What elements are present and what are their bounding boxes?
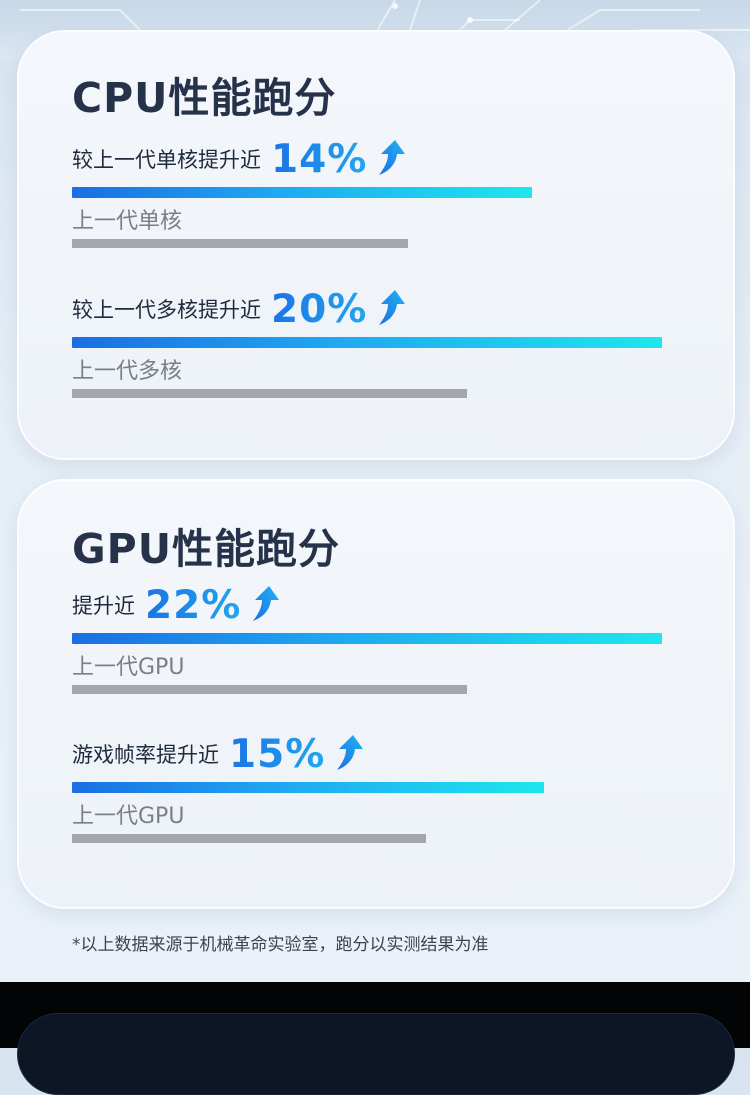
current-gen-bar (72, 337, 662, 348)
current-gen-bar (72, 782, 544, 793)
previous-gen-bar (72, 239, 408, 248)
metric-header: 游戏帧率提升近 15% (72, 730, 365, 778)
gpu-fps-metric: 游戏帧率提升近 15% 上一代GPU (17, 730, 735, 850)
previous-gen-bar (72, 834, 426, 843)
up-arrow-icon (337, 735, 364, 770)
up-arrow-icon (253, 586, 280, 621)
data-source-footnote: *以上数据来源于机械革命实验室，跑分以实测结果为准 (72, 935, 489, 955)
up-arrow-icon (379, 140, 406, 175)
cpu-multi-core-metric: 较上一代多核提升近 20% 上一代多核 (17, 285, 735, 405)
cpu-single-improvement-value: 14% (271, 136, 368, 182)
cpu-single-core-metric: 较上一代单核提升近 14% 上一代单核 (17, 135, 735, 255)
up-arrow-icon (379, 290, 406, 325)
metric-header: 提升近 22% (72, 581, 281, 629)
cpu-benchmark-card: CPU性能跑分 较上一代单核提升近 14% 上一代单核 较上一代多核提升近 20… (17, 30, 735, 460)
previous-gen-bar (72, 389, 467, 398)
fps-improvement-label: 游戏帧率提升近 (72, 743, 219, 767)
gpu-benchmark-card: GPU性能跑分 提升近 22% 上一代GPU 游戏帧率提升近 15% 上一代GP… (17, 479, 735, 909)
previous-gen-label: 上一代单核 (72, 209, 183, 234)
current-gen-bar (72, 633, 662, 644)
gpu-improvement-label: 提升近 (72, 594, 135, 618)
cpu-multi-improvement-label: 较上一代多核提升近 (72, 298, 261, 322)
current-gen-bar (72, 187, 532, 198)
cpu-multi-improvement-value: 20% (271, 286, 368, 332)
gpu-overall-metric: 提升近 22% 上一代GPU (17, 581, 735, 701)
next-section-card (17, 1013, 735, 1095)
gpu-card-title: GPU性能跑分 (72, 525, 340, 573)
cpu-single-improvement-label: 较上一代单核提升近 (72, 148, 261, 172)
previous-gen-label: 上一代GPU (72, 804, 185, 829)
fps-improvement-value: 15% (229, 731, 326, 777)
metric-header: 较上一代单核提升近 14% (72, 135, 407, 183)
previous-gen-label: 上一代多核 (72, 359, 183, 384)
metric-header: 较上一代多核提升近 20% (72, 285, 407, 333)
cpu-card-title: CPU性能跑分 (72, 74, 337, 122)
previous-gen-label: 上一代GPU (72, 655, 185, 680)
gpu-improvement-value: 22% (145, 582, 242, 628)
previous-gen-bar (72, 685, 467, 694)
